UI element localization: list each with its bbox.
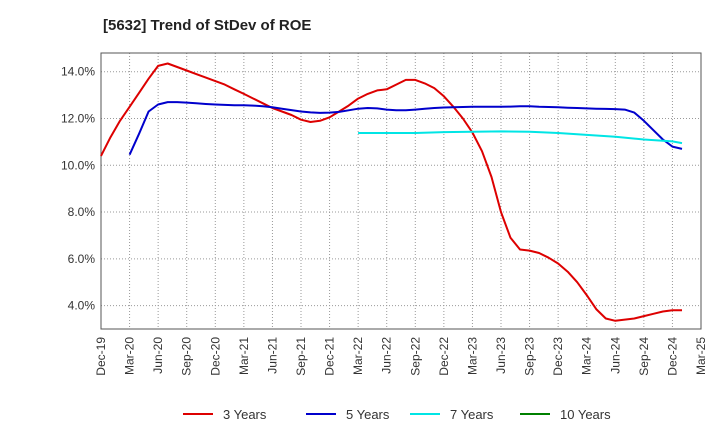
x-tick-label: Dec-23 [551,337,565,376]
series-layer [100,62,683,322]
x-tick-label: Sep-22 [408,337,422,376]
x-tick-label: Jun-22 [380,337,394,374]
x-tick-label: Jun-24 [608,337,622,374]
x-tick-label: Jun-21 [265,337,279,374]
x-tick-label: Sep-20 [180,337,194,376]
x-tick-label: Jun-20 [151,337,165,374]
series-line-5-years [128,101,683,156]
legend: 3 Years 5 Years 7 Years 10 Years [183,407,611,422]
x-tick-label: Dec-24 [665,337,679,376]
x-tick-label: Jun-23 [494,337,508,374]
y-tick-label: 8.0% [68,205,96,219]
y-tick-label: 12.0% [61,111,95,125]
x-tick-label: Mar-24 [580,337,594,375]
series-line-7-years [358,130,683,145]
legend-label: 7 Years [450,407,494,422]
x-tick-label: Mar-22 [351,337,365,375]
x-tick-label: Mar-23 [465,337,479,375]
y-tick-label: 10.0% [61,158,95,172]
x-tick-label: Dec-19 [94,337,108,376]
x-tick-label: Sep-23 [523,337,537,376]
x-axis: Dec-19 Mar-20 Jun-20 Sep-20 Dec-20 Mar-21 Jun-… [94,337,708,376]
grid [100,53,702,329]
chart-title: [5632] Trend of StDev of ROE [103,17,311,34]
x-tick-label: Dec-21 [323,337,337,376]
plot-frame [100,52,702,330]
x-tick-label: Mar-20 [123,337,137,375]
legend-label: 3 Years [223,407,267,422]
x-tick-label: Dec-22 [437,337,451,376]
x-tick-label: Sep-21 [294,337,308,376]
legend-label: 10 Years [560,407,611,422]
y-tick-label: 4.0% [68,299,96,313]
x-tick-label: Mar-21 [237,337,251,375]
y-tick-label: 6.0% [68,252,96,266]
y-tick-label: 14.0% [61,65,95,79]
legend-label: 5 Years [346,407,390,422]
y-axis: 4.0% 6.0% 8.0% 10.0% 12.0% 14.0% [61,65,95,313]
series-line-3-years [100,62,682,322]
x-tick-label: Sep-24 [637,337,651,376]
x-tick-label: Dec-20 [208,337,222,376]
x-tick-label: Mar-25 [694,337,708,375]
